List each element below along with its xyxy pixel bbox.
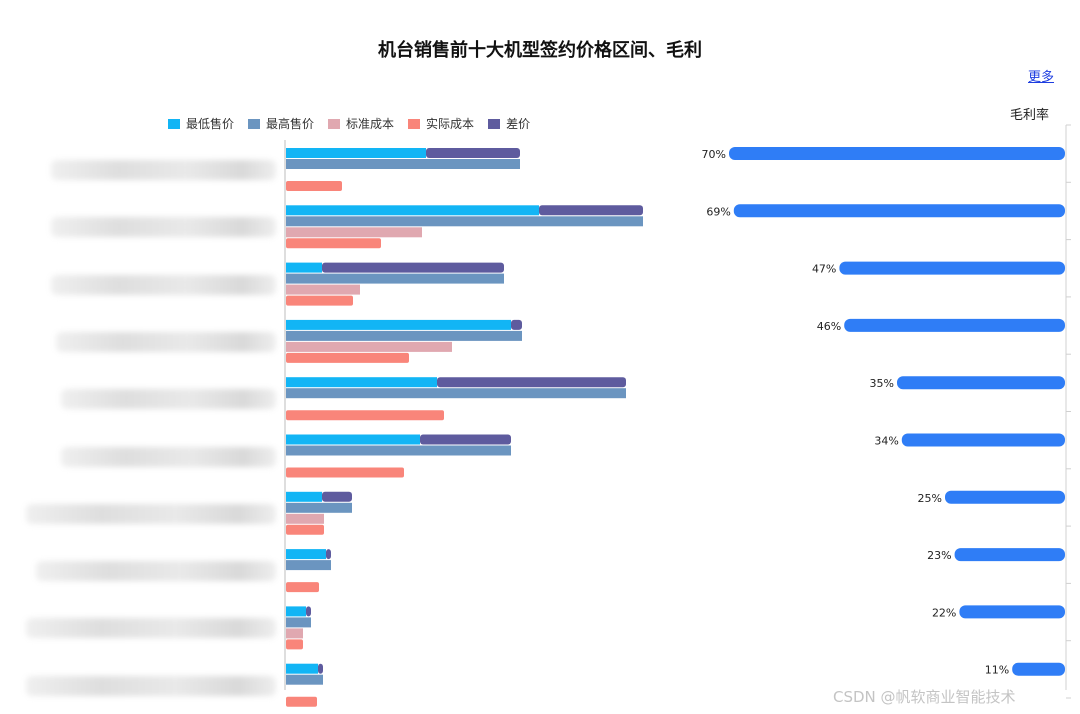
bar-diff-7 (322, 491, 352, 502)
legend-swatch-diff (488, 118, 501, 129)
bar-min-price-5 (286, 377, 437, 388)
label-margin-rate-4: 46% (817, 320, 841, 333)
category-label-redacted-2 (51, 217, 276, 238)
category-label-redacted-8 (36, 561, 276, 582)
bar-max-price-4 (286, 330, 522, 341)
legend-swatch-max-price (248, 118, 261, 129)
bar-diff-9 (306, 606, 311, 617)
bar-actual-cost-8 (286, 582, 319, 593)
bar-diff-1 (426, 148, 520, 158)
legend-label-standard-cost: 标准成本 (346, 117, 395, 131)
legend-swatch-standard-cost (328, 118, 341, 129)
category-label-redacted-3 (51, 274, 276, 295)
bar-margin-rate-4 (844, 318, 1065, 332)
legend-item-max-price[interactable]: 最高售价 (248, 115, 314, 132)
watermark: CSDN @帆软商业智能技术 (833, 688, 1016, 706)
legend-swatch-min-price (168, 118, 180, 129)
bar-diff-6 (420, 434, 511, 445)
label-margin-rate-6: 34% (874, 435, 898, 448)
bar-min-price-3 (286, 262, 322, 273)
bar-actual-cost-7 (286, 524, 324, 535)
bar-max-price-9 (286, 617, 311, 628)
bar-max-price-7 (286, 502, 352, 513)
bar-max-price-5 (286, 388, 626, 399)
bar-min-price-4 (286, 319, 511, 330)
bar-diff-5 (437, 377, 626, 388)
legend: 最低售价 最高售价 标准成本 实际成本 差价 (168, 115, 530, 132)
bar-actual-cost-2 (286, 238, 381, 249)
legend-item-diff[interactable]: 差价 (488, 115, 530, 132)
label-margin-rate-5: 35% (870, 377, 894, 390)
bar-margin-rate-10 (1012, 662, 1065, 676)
category-label-redacted-9 (26, 618, 276, 639)
bar-actual-cost-5 (286, 410, 444, 421)
bar-min-price-7 (286, 491, 322, 502)
legend-item-standard-cost[interactable]: 标准成本 (328, 115, 394, 132)
category-label-redacted-1 (51, 160, 276, 180)
category-label-redacted-5 (61, 389, 276, 410)
legend-label-min-price: 最低售价 (186, 117, 235, 131)
bar-actual-cost-9 (286, 639, 303, 650)
more-link[interactable]: 更多 (1028, 70, 1055, 85)
label-margin-rate-3: 47% (812, 263, 836, 276)
legend-swatch-actual-cost (408, 118, 421, 129)
bar-standard-cost-2 (286, 227, 422, 238)
bar-max-price-10 (286, 674, 323, 685)
category-label-redacted-7 (26, 503, 276, 524)
bar-margin-rate-2 (733, 204, 1065, 218)
legend-item-min-price[interactable]: 最低售价 (168, 115, 234, 132)
label-margin-rate-1: 70% (702, 148, 726, 161)
category-label-redacted-6 (61, 446, 276, 467)
bar-diff-4 (511, 319, 522, 330)
bar-standard-cost-7 (286, 513, 324, 524)
bar-margin-rate-7 (945, 490, 1065, 504)
chart-title: 机台销售前十大机型签约价格区间、毛利 (378, 40, 702, 61)
legend-item-actual-cost[interactable]: 实际成本 (408, 115, 474, 132)
bar-margin-rate-5 (897, 376, 1065, 390)
bar-max-price-6 (286, 445, 511, 456)
bar-margin-rate-8 (954, 548, 1065, 562)
bar-min-price-9 (286, 606, 306, 617)
bar-actual-cost-4 (286, 352, 409, 363)
label-margin-rate-7: 25% (918, 492, 942, 505)
bar-max-price-3 (286, 273, 504, 284)
bar-diff-2 (539, 205, 643, 216)
bar-standard-cost-4 (286, 341, 452, 352)
bar-min-price-6 (286, 434, 420, 445)
category-label-redacted-4 (56, 331, 276, 352)
margin-chart-title: 毛利率 (1010, 108, 1050, 123)
bar-actual-cost-10 (286, 696, 317, 707)
bar-margin-rate-3 (839, 261, 1065, 275)
label-margin-rate-10: 11% (985, 664, 1009, 677)
bar-standard-cost-9 (286, 628, 303, 639)
label-margin-rate-9: 22% (932, 606, 956, 619)
bar-diff-10 (318, 663, 323, 674)
legend-label-max-price: 最高售价 (266, 117, 315, 131)
bar-margin-rate-1 (729, 147, 1065, 160)
bar-min-price-8 (286, 549, 326, 560)
bar-actual-cost-1 (286, 181, 342, 191)
bar-min-price-2 (286, 205, 539, 216)
bar-min-price-10 (286, 663, 318, 674)
bar-standard-cost-3 (286, 284, 360, 295)
bar-margin-rate-9 (959, 605, 1065, 619)
bar-max-price-2 (286, 216, 643, 227)
category-label-redacted-10 (26, 675, 276, 696)
bar-actual-cost-3 (286, 295, 353, 306)
bar-diff-3 (322, 262, 504, 273)
label-margin-rate-8: 23% (927, 549, 951, 562)
legend-label-diff: 差价 (506, 117, 531, 131)
legend-label-actual-cost: 实际成本 (426, 117, 475, 131)
bar-margin-rate-6 (901, 433, 1065, 447)
bar-max-price-1 (286, 159, 520, 169)
bar-max-price-8 (286, 560, 331, 571)
bar-min-price-1 (286, 148, 426, 158)
bar-actual-cost-6 (286, 467, 404, 478)
bar-diff-8 (326, 549, 331, 560)
label-margin-rate-2: 69% (706, 205, 730, 218)
